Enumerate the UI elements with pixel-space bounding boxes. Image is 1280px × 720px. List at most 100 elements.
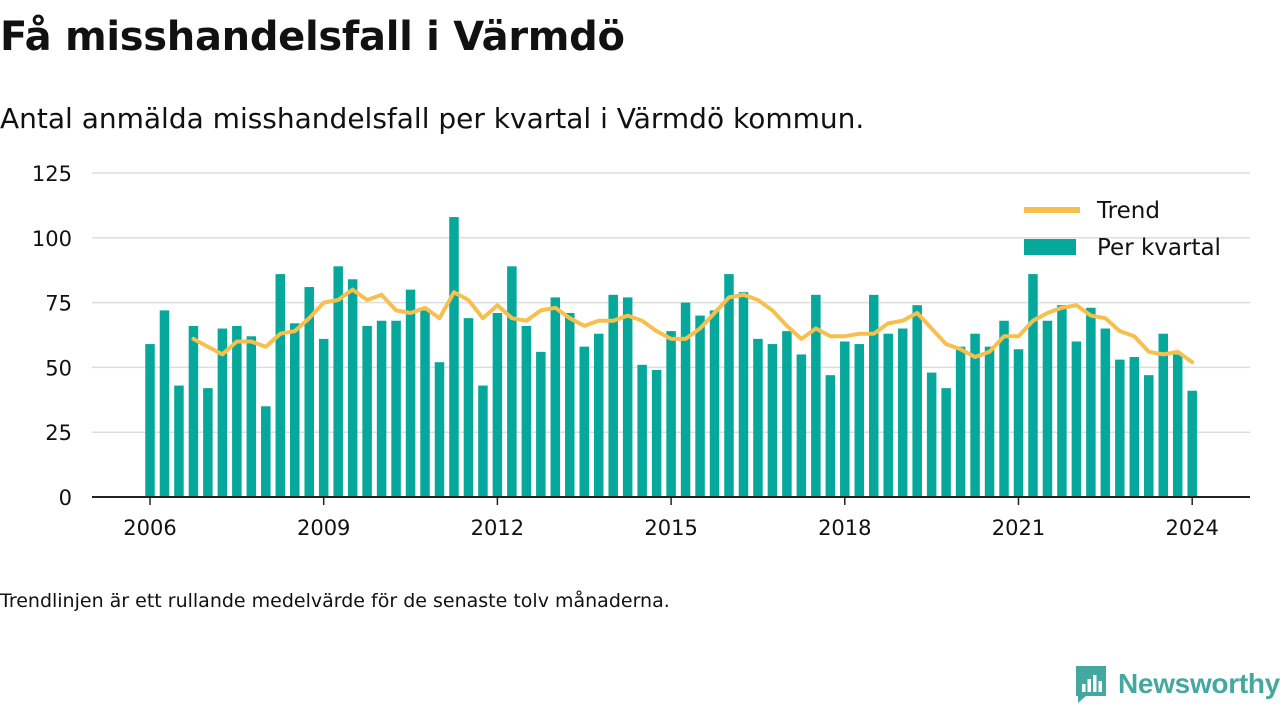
bar xyxy=(333,266,343,497)
bar xyxy=(1086,307,1096,497)
bar xyxy=(391,320,401,497)
bar xyxy=(767,344,778,497)
bar xyxy=(622,297,633,497)
bar xyxy=(434,362,445,497)
bar xyxy=(1158,333,1168,497)
bar xyxy=(840,341,850,497)
bar xyxy=(984,346,995,497)
bar xyxy=(565,312,575,497)
bar xyxy=(463,318,474,497)
y-tick-label: 75 xyxy=(45,292,72,316)
bar xyxy=(825,375,836,497)
bar xyxy=(420,310,430,497)
bar xyxy=(666,331,676,497)
legend-bar-label: Per kvartal xyxy=(1097,235,1221,261)
bar xyxy=(1144,375,1154,497)
bar xyxy=(738,292,749,497)
bar xyxy=(318,338,329,497)
bar xyxy=(347,279,358,497)
y-tick-label: 0 xyxy=(59,486,72,510)
bar xyxy=(1172,354,1183,497)
x-tick-label: 2012 xyxy=(471,516,524,540)
bar xyxy=(680,302,691,497)
bar xyxy=(1013,349,1024,497)
bar xyxy=(550,297,561,497)
bar xyxy=(232,325,242,497)
x-tick-label: 2021 xyxy=(992,516,1045,540)
bar xyxy=(290,323,300,497)
bar xyxy=(275,274,286,497)
bar xyxy=(217,328,228,497)
bar xyxy=(869,294,879,497)
x-tick-label: 2024 xyxy=(1165,516,1218,540)
bar xyxy=(999,320,1009,497)
legend-bar-swatch xyxy=(1024,239,1076,255)
chart-subtitle: Antal anmälda misshandelsfall per kvarta… xyxy=(0,102,865,135)
bar xyxy=(174,385,184,497)
newsworthy-logo-icon xyxy=(1076,666,1106,703)
bar xyxy=(261,406,271,497)
bar xyxy=(854,344,865,497)
bar xyxy=(1100,328,1111,497)
bar xyxy=(1042,320,1053,497)
bar xyxy=(811,294,821,497)
x-axis: 2006 2009 2012 2015 2018 2021 2024 xyxy=(92,496,1250,540)
legend: Trend Per kvartal xyxy=(1024,198,1221,261)
bar xyxy=(507,266,517,497)
bar xyxy=(695,315,705,497)
bar xyxy=(188,325,199,497)
bar xyxy=(492,312,503,497)
y-tick-label: 50 xyxy=(45,356,72,380)
trend-line-group xyxy=(191,287,1195,365)
bar xyxy=(955,346,966,497)
bar xyxy=(203,388,213,497)
newsworthy-logo: Newsworthy xyxy=(1074,664,1280,704)
trend-line xyxy=(191,287,1195,365)
bar xyxy=(782,331,792,497)
y-tick-label: 100 xyxy=(32,227,72,251)
bar xyxy=(521,325,532,497)
bar xyxy=(159,310,170,497)
newsworthy-logo-text: Newsworthy xyxy=(1118,668,1280,699)
bar xyxy=(579,346,589,497)
x-tick-label: 2015 xyxy=(644,516,697,540)
bar xyxy=(608,294,618,497)
legend-trend-label: Trend xyxy=(1096,198,1160,224)
bar xyxy=(941,388,951,497)
bar xyxy=(304,287,314,497)
bar xyxy=(362,325,372,497)
bar xyxy=(593,333,604,497)
bar xyxy=(709,310,720,497)
y-tick-label: 125 xyxy=(32,162,72,186)
bar xyxy=(1129,357,1140,497)
bars xyxy=(145,217,1197,497)
bar xyxy=(405,289,416,497)
bar xyxy=(753,338,763,497)
bar xyxy=(145,344,155,497)
bar xyxy=(883,333,893,497)
bar xyxy=(926,372,937,497)
y-axis-ticks: 0 25 50 75 100 125 xyxy=(32,162,72,510)
bar xyxy=(1071,341,1082,497)
bar xyxy=(897,328,908,497)
footnote: Trendlinjen är ett rullande medelvärde f… xyxy=(0,590,670,612)
bar xyxy=(246,336,257,497)
y-tick-label: 25 xyxy=(45,421,72,445)
bar xyxy=(1187,390,1197,497)
bar xyxy=(1028,274,1038,497)
bar xyxy=(449,217,459,497)
bar xyxy=(651,369,662,497)
bar xyxy=(478,385,488,497)
bar xyxy=(536,351,546,497)
bar xyxy=(796,354,807,497)
x-tick-label: 2018 xyxy=(818,516,871,540)
bar xyxy=(970,333,980,497)
bar xyxy=(376,320,387,497)
x-tick-label: 2006 xyxy=(123,516,176,540)
bar xyxy=(912,305,922,497)
bar xyxy=(724,274,734,497)
x-tick-label: 2009 xyxy=(297,516,350,540)
bar xyxy=(1057,305,1067,497)
bar xyxy=(1115,359,1125,497)
